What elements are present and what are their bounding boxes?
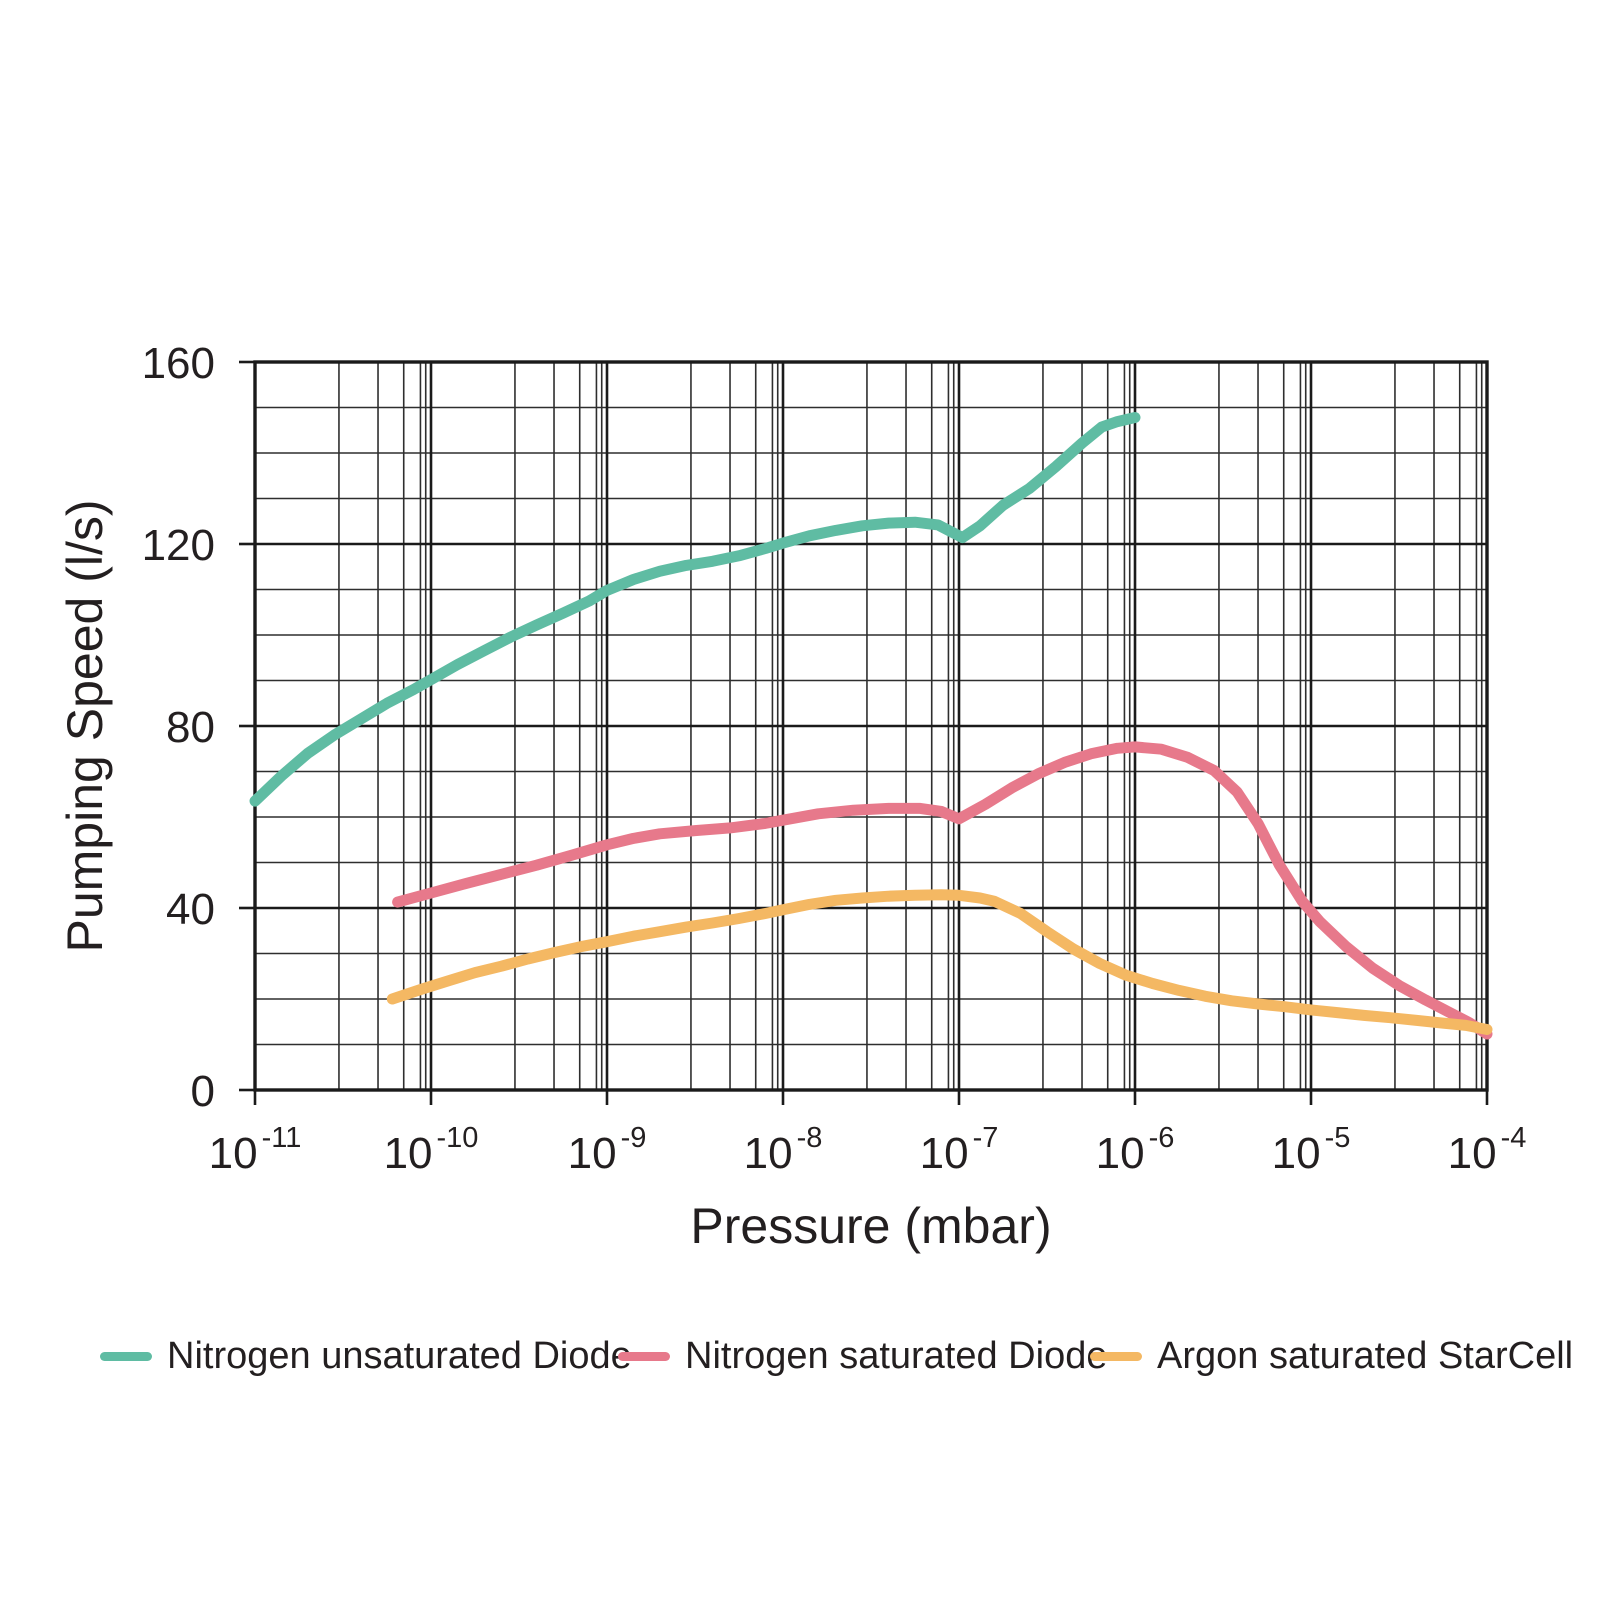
y-tick-label: 160 xyxy=(142,339,215,388)
x-tick-label: 10 -8 xyxy=(744,1122,823,1178)
y-tick-label: 80 xyxy=(166,703,215,752)
x-tick-labels: 10 -11 10 -10 10 -9 10 -8 10 -7 10 -6 10 -5 10 -4 xyxy=(209,1122,1527,1178)
legend-label: Nitrogen saturated Diode xyxy=(685,1334,1108,1377)
series-line-0 xyxy=(249,412,1141,807)
y-tick-labels: 0 40 80 120 160 xyxy=(142,339,215,1116)
x-tick-label: 10 -5 xyxy=(1272,1122,1351,1178)
x-tick-label: 10 -10 xyxy=(384,1122,479,1178)
series-line-2 xyxy=(386,889,1493,1035)
legend-swatch-icon xyxy=(618,1351,670,1361)
grid-major-lines xyxy=(255,362,1487,1090)
series-line-1 xyxy=(392,741,1493,1040)
legend-label: Nitrogen unsaturated Diode xyxy=(167,1334,632,1377)
legend-swatch-icon xyxy=(100,1351,152,1361)
x-tick-label: 10 -9 xyxy=(568,1122,647,1178)
y-axis-title: Pumping Speed (l/s) xyxy=(57,499,113,952)
y-tick-label: 40 xyxy=(166,885,215,934)
legend-item-0: Nitrogen unsaturated Diode xyxy=(100,1334,632,1378)
legend-item-1: Nitrogen saturated Diode xyxy=(618,1334,1107,1378)
x-tick-label: 10 -4 xyxy=(1448,1122,1527,1178)
legend-item-2: Argon saturated StarCell xyxy=(1090,1334,1573,1378)
legend-swatch-icon xyxy=(1090,1351,1142,1361)
x-tick-label: 10 -7 xyxy=(920,1122,999,1178)
series-curves xyxy=(249,412,1493,1040)
x-tick-label: 10 -6 xyxy=(1096,1122,1175,1178)
x-axis-title: Pressure (mbar) xyxy=(690,1198,1051,1254)
legend-label: Argon saturated StarCell xyxy=(1157,1334,1574,1377)
axis-ticks xyxy=(239,360,1489,1105)
y-tick-label: 0 xyxy=(191,1067,215,1116)
y-tick-label: 120 xyxy=(142,521,215,570)
x-tick-label: 10 -11 xyxy=(209,1122,302,1178)
